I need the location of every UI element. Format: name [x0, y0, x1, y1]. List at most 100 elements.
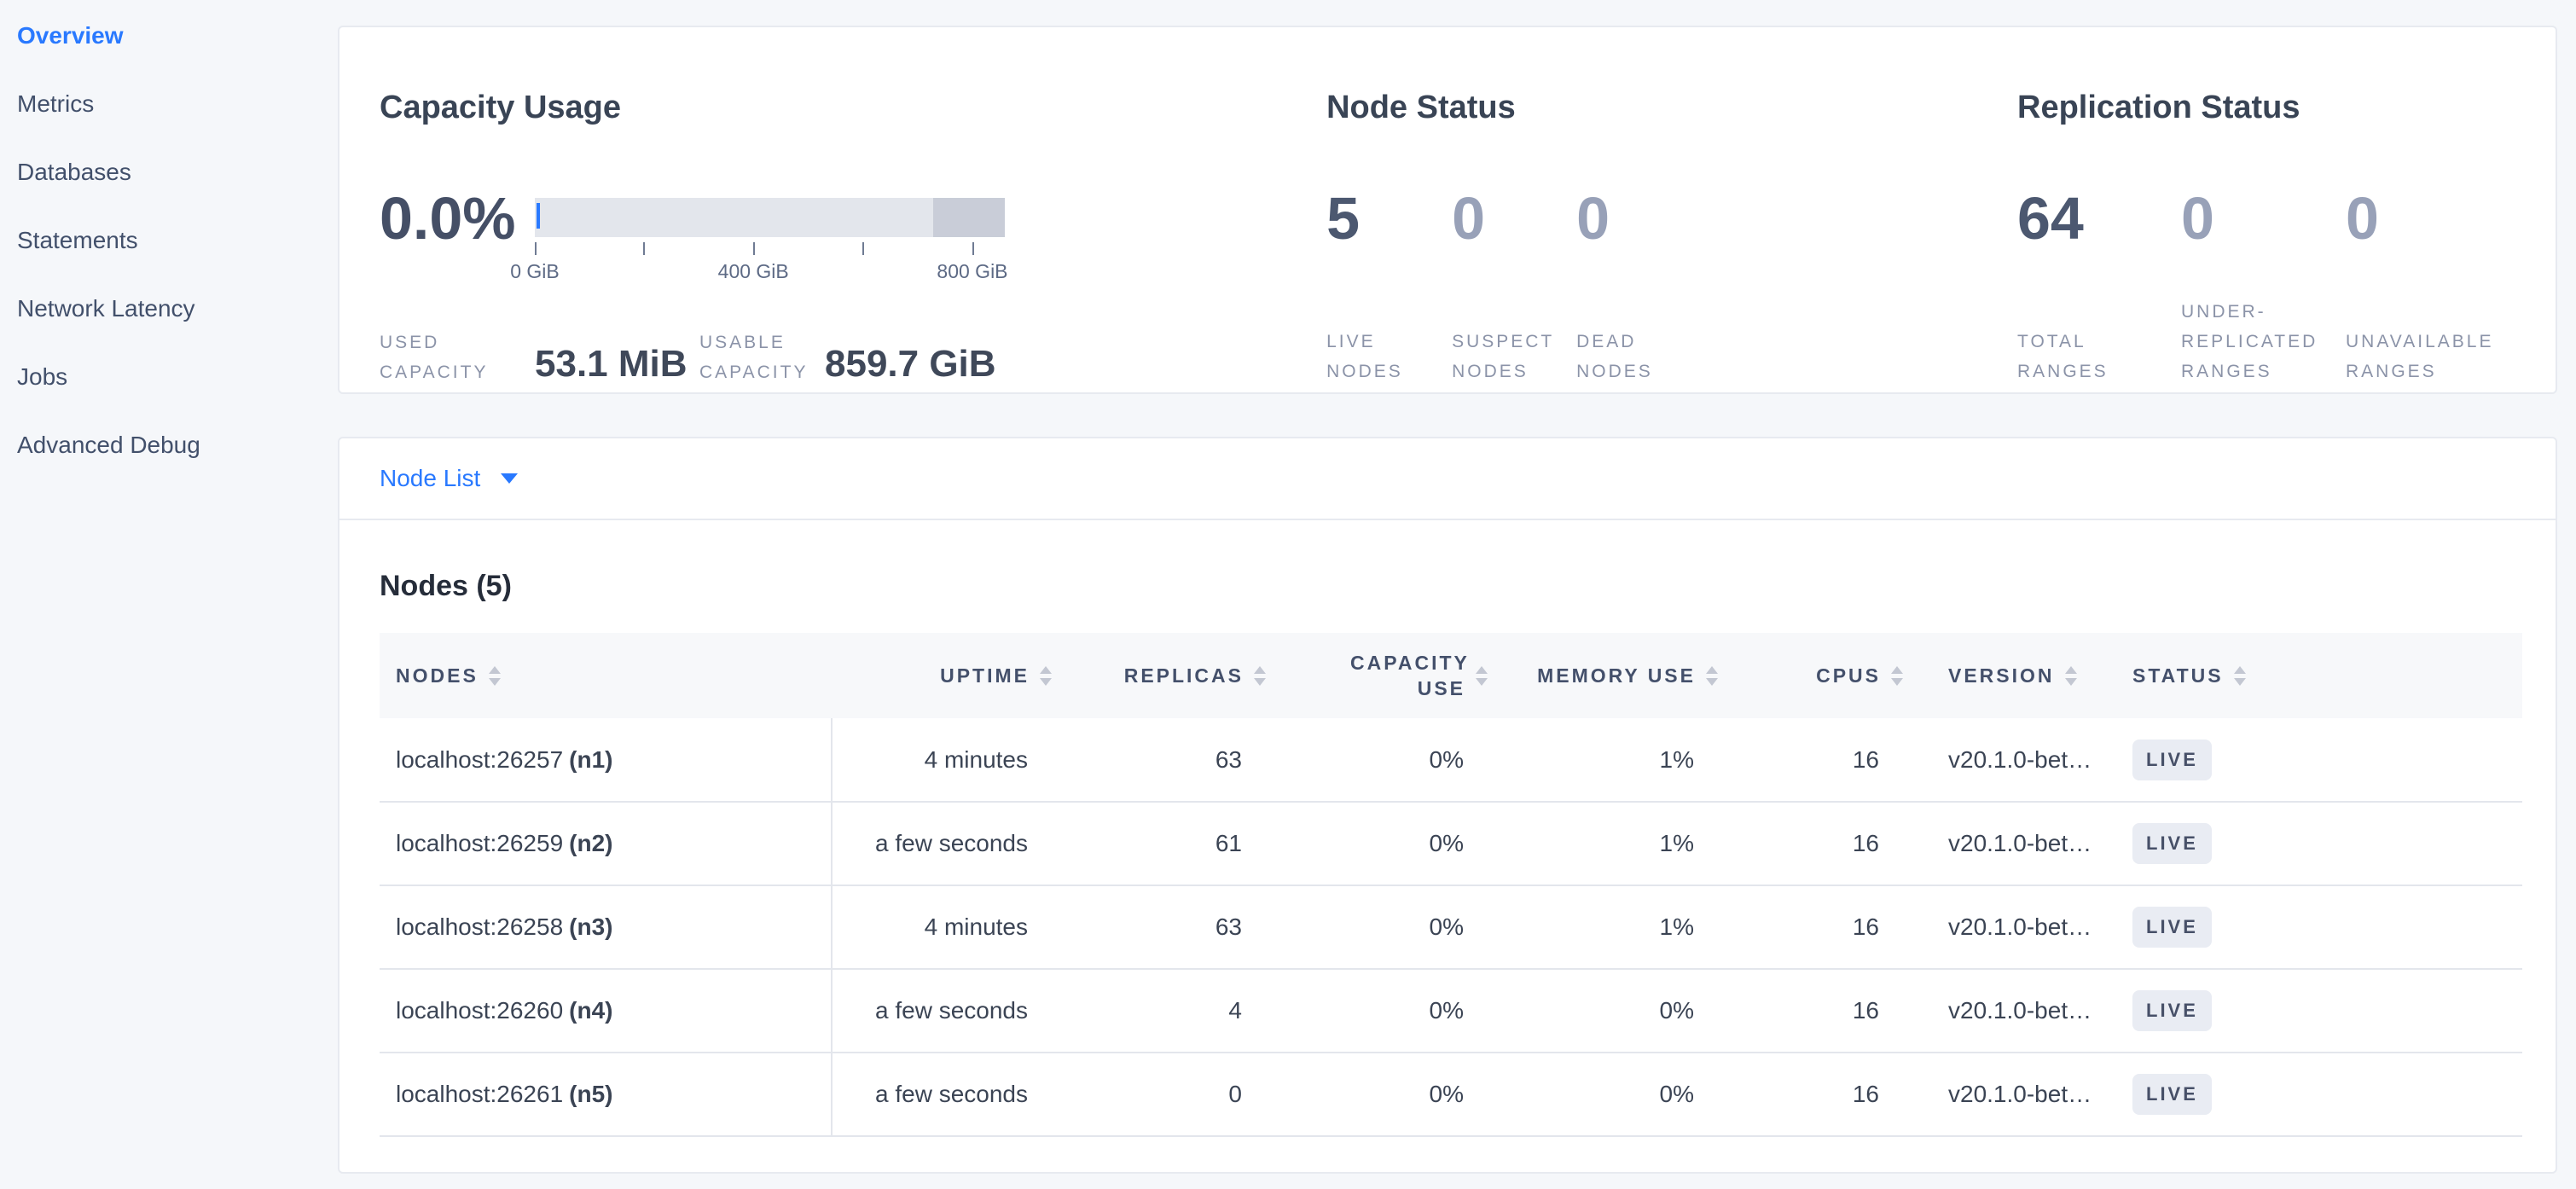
- node-address-link[interactable]: localhost:26258 (n3): [396, 914, 613, 940]
- replication-status-title: Replication Status: [2017, 90, 2300, 125]
- dead-nodes-count: 0: [1576, 185, 1610, 252]
- sidebar-item-metrics[interactable]: Metrics: [17, 90, 95, 117]
- uptime-cell: a few seconds: [832, 969, 1062, 1053]
- usable-capacity-value: 859.7 GiB: [825, 343, 996, 385]
- uptime-cell: a few seconds: [832, 802, 1062, 886]
- unavailable-ranges-count: 0: [2346, 185, 2379, 252]
- sidebar-item-overview[interactable]: Overview: [17, 22, 124, 49]
- capacity-bar-ticks: [535, 242, 1005, 260]
- status-badge: LIVE: [2132, 990, 2212, 1031]
- node-address-link[interactable]: localhost:26259 (n2): [396, 830, 613, 856]
- tick-mark: [535, 242, 537, 255]
- uptime-cell: 4 minutes: [832, 718, 1062, 803]
- view-selector-strip: Node List: [339, 438, 2556, 520]
- node-address-link[interactable]: localhost:26261 (n5): [396, 1081, 613, 1107]
- sort-icon: [2233, 665, 2246, 686]
- table-row: localhost:26260 (n4) a few seconds 4 0% 0…: [380, 969, 2522, 1053]
- capacity-use-cell: 0%: [1276, 969, 1498, 1053]
- sort-icon: [1476, 665, 1488, 686]
- uptime-cell: a few seconds: [832, 1053, 1062, 1137]
- table-header-row: NODES UPTIME REPLICAS CAPACITY USE MEMOR…: [380, 633, 2522, 718]
- version-cell: v20.1.0-bet…: [1913, 969, 2100, 1053]
- node-address-link[interactable]: localhost:26260 (n4): [396, 997, 613, 1024]
- nodes-table: NODES UPTIME REPLICAS CAPACITY USE MEMOR…: [380, 633, 2522, 1137]
- tick-label: 800 GiB: [937, 260, 1008, 282]
- memory-use-cell: 1%: [1498, 718, 1728, 803]
- column-header-version[interactable]: VERSION: [1913, 664, 2100, 687]
- replicas-cell: 63: [1062, 885, 1276, 970]
- node-status-title: Node Status: [1326, 90, 1516, 125]
- tick-mark: [972, 242, 974, 255]
- column-header-memory-use[interactable]: MEMORY USE: [1498, 664, 1728, 687]
- capacity-use-cell: 0%: [1276, 1053, 1498, 1137]
- column-header-replicas[interactable]: REPLICAS: [1062, 664, 1276, 687]
- replication-status-section: Replication Status 64 0 0 TOTAL RANGES U…: [2017, 27, 2556, 392]
- sort-icon: [1040, 665, 1052, 686]
- replicas-cell: 63: [1062, 718, 1276, 803]
- under-replicated-ranges-label: UNDER-REPLICATED RANGES: [2181, 302, 2318, 381]
- sidebar-item-statements[interactable]: Statements: [17, 227, 138, 253]
- cluster-summary-card: Capacity Usage 0.0% 0 GiB 400 GiB 800 GiB …: [338, 26, 2557, 394]
- sidebar-item-jobs[interactable]: Jobs: [17, 363, 68, 390]
- capacity-use-cell: 0%: [1276, 885, 1498, 970]
- version-cell: v20.1.0-bet…: [1913, 718, 2100, 803]
- table-row: localhost:26257 (n1) 4 minutes 63 0% 1% 1…: [380, 718, 2522, 803]
- live-nodes-count: 5: [1326, 185, 1360, 252]
- tick-label: 0 GiB: [510, 260, 560, 282]
- sort-icon: [1706, 665, 1718, 686]
- status-badge: LIVE: [2132, 823, 2212, 864]
- status-badge: LIVE: [2132, 739, 2212, 780]
- node-list-dropdown-label: Node List: [380, 465, 481, 491]
- chevron-down-icon: [501, 473, 519, 484]
- capacity-bar: 0 GiB 400 GiB 800 GiB: [510, 188, 1008, 284]
- replicas-cell: 0: [1062, 1053, 1276, 1137]
- capacity-percent: 0.0%: [380, 185, 516, 252]
- status-badge: LIVE: [2132, 907, 2212, 948]
- capacity-bar-secondary-segment: [933, 198, 1005, 237]
- unavailable-ranges-label: UNAVAILABLE RANGES: [2346, 332, 2494, 381]
- capacity-bar-tick-labels: 0 GiB 400 GiB 800 GiB: [510, 260, 1008, 284]
- table-row: localhost:26258 (n3) 4 minutes 63 0% 1% 1…: [380, 885, 2522, 970]
- column-header-cpus[interactable]: CPUS: [1728, 664, 1913, 687]
- column-header-uptime[interactable]: UPTIME: [832, 664, 1062, 687]
- sort-icon: [488, 665, 501, 686]
- node-status-section: Node Status 5 0 0 LIVE NODES SUSPECT NOD…: [1326, 27, 2017, 392]
- tick-mark: [642, 242, 645, 255]
- main-content: Capacity Usage 0.0% 0 GiB 400 GiB 800 GiB …: [338, 26, 2557, 1174]
- under-replicated-ranges-count: 0: [2181, 185, 2214, 252]
- node-list-card: Node List Nodes (5) NODES UPTIME: [338, 437, 2557, 1174]
- memory-use-cell: 0%: [1498, 1053, 1728, 1137]
- sidebar-item-advanced-debug[interactable]: Advanced Debug: [17, 432, 200, 458]
- suspect-nodes-count: 0: [1452, 185, 1485, 252]
- capacity-use-cell: 0%: [1276, 802, 1498, 886]
- column-header-capacity-use[interactable]: CAPACITY USE: [1276, 650, 1498, 701]
- replicas-cell: 61: [1062, 802, 1276, 886]
- uptime-cell: 4 minutes: [832, 885, 1062, 970]
- status-badge: LIVE: [2132, 1074, 2212, 1115]
- sort-icon: [1254, 665, 1266, 686]
- sidebar-item-databases[interactable]: Databases: [17, 159, 131, 185]
- sort-icon: [2064, 665, 2077, 686]
- node-address-link[interactable]: localhost:26257 (n1): [396, 745, 613, 773]
- column-header-status[interactable]: STATUS: [2100, 664, 2522, 687]
- sidebar-item-network-latency[interactable]: Network Latency: [17, 295, 195, 322]
- nodes-table-title: Nodes (5): [380, 570, 512, 602]
- tick-mark: [753, 242, 756, 255]
- total-ranges-label: TOTAL RANGES: [2017, 332, 2109, 381]
- memory-use-cell: 1%: [1498, 802, 1728, 886]
- version-cell: v20.1.0-bet…: [1913, 802, 2100, 886]
- cpus-cell: 16: [1728, 969, 1913, 1053]
- capacity-usage-section: Capacity Usage 0.0% 0 GiB 400 GiB 800 GiB …: [380, 27, 1326, 392]
- node-list-dropdown[interactable]: Node List: [380, 465, 519, 492]
- used-capacity-label: USED CAPACITY: [380, 333, 489, 382]
- capacity-bar-used: [537, 203, 540, 229]
- table-row: localhost:26259 (n2) a few seconds 61 0% …: [380, 802, 2522, 886]
- capacity-usage-title: Capacity Usage: [380, 90, 622, 125]
- sidebar: Overview Metrics Databases Statements Ne…: [0, 0, 338, 1189]
- memory-use-cell: 1%: [1498, 885, 1728, 970]
- sort-icon: [1891, 665, 1903, 686]
- column-header-nodes[interactable]: NODES: [380, 664, 832, 687]
- tick-label: 400 GiB: [717, 260, 789, 282]
- memory-use-cell: 0%: [1498, 969, 1728, 1053]
- live-nodes-label: LIVE NODES: [1326, 332, 1403, 381]
